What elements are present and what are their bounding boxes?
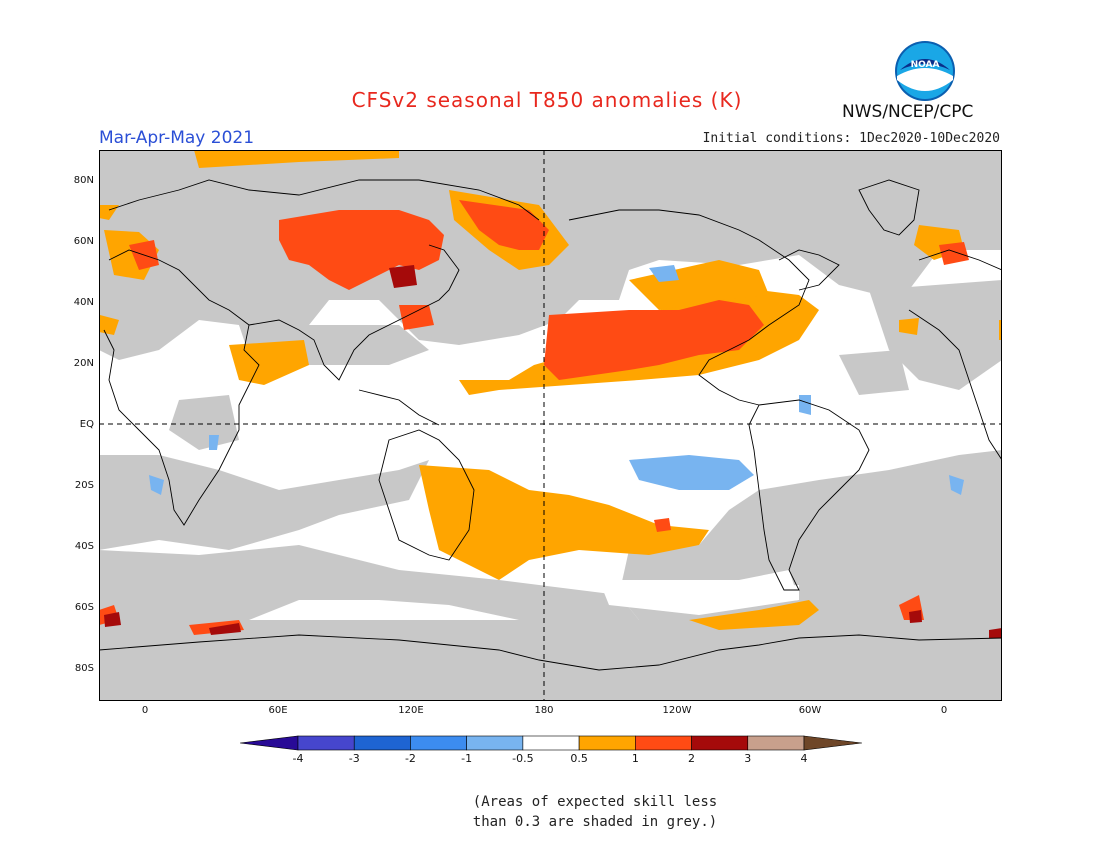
skill-note-line-2: than 0.3 are shaded in grey.) xyxy=(472,814,718,830)
skill-note-line-1: (Areas of expected skill less xyxy=(472,794,718,810)
colorbar-box xyxy=(635,735,692,751)
lat-label-60n: 60N xyxy=(73,236,94,247)
warm-anomaly-1-to-2-areas xyxy=(99,200,969,635)
colorbar-box xyxy=(410,735,467,751)
colorbar-label: -1 xyxy=(461,752,473,765)
lat-label-40n: 40N xyxy=(73,297,94,308)
season-label: Mar-Apr-May 2021 xyxy=(99,128,255,148)
agency-label: NWS/NCEP/CPC xyxy=(842,102,974,122)
lat-label-60s: 60S xyxy=(74,602,94,613)
colorbar-label: 2 xyxy=(688,752,696,765)
colorbar-label: -3 xyxy=(348,752,360,765)
colorbar-label: -4 xyxy=(292,752,304,765)
warm-anomaly-2-to-3-areas xyxy=(104,265,1002,638)
noaa-logo-icon: NOAA xyxy=(895,41,955,101)
lon-label-0-east: 0 xyxy=(940,705,948,716)
colorbar-label: 3 xyxy=(744,752,752,765)
lat-label-20s: 20S xyxy=(74,480,94,491)
lon-label-60w: 60W xyxy=(798,705,822,716)
colorbar-box xyxy=(466,735,524,751)
colorbar-label: 4 xyxy=(800,752,808,765)
lat-label-eq: EQ xyxy=(79,419,94,430)
coastlines xyxy=(99,179,1002,671)
lon-label-120e: 120E xyxy=(398,705,424,716)
logo-text: NOAA xyxy=(911,60,940,70)
lon-label-120w: 120W xyxy=(662,705,692,716)
initial-conditions-label: Initial conditions: 1Dec2020-10Dec2020 xyxy=(702,131,1000,146)
colorbar-left-triangle xyxy=(240,735,299,751)
colorbar xyxy=(240,735,862,751)
colorbar-box xyxy=(522,735,580,751)
colorbar-box xyxy=(353,735,411,751)
cool-anomaly-areas xyxy=(149,265,964,495)
lat-label-80s: 80S xyxy=(74,663,94,674)
skill-note: (Areas of expected skill less than 0.3 a… xyxy=(0,792,1100,832)
lat-label-20n: 20N xyxy=(73,358,94,369)
anomaly-map xyxy=(99,150,1002,701)
lon-label-180: 180 xyxy=(534,705,554,716)
lon-label-0: 0 xyxy=(141,705,149,716)
colorbar-box xyxy=(578,735,636,751)
lat-label-80n: 80N xyxy=(73,175,94,186)
colorbar-label: 1 xyxy=(631,752,639,765)
colorbar-label: -2 xyxy=(404,752,416,765)
lat-label-40s: 40S xyxy=(74,541,94,552)
colorbar-label: -0.5 xyxy=(512,752,534,765)
colorbar-label: 0.5 xyxy=(570,752,588,765)
map-title: CFSv2 seasonal T850 anomalies (K) xyxy=(351,88,743,112)
colorbar-box xyxy=(297,735,355,751)
colorbar-box xyxy=(747,735,805,751)
colorbar-box xyxy=(691,735,749,751)
lon-label-60e: 60E xyxy=(268,705,288,716)
colorbar-right-triangle xyxy=(803,735,862,751)
